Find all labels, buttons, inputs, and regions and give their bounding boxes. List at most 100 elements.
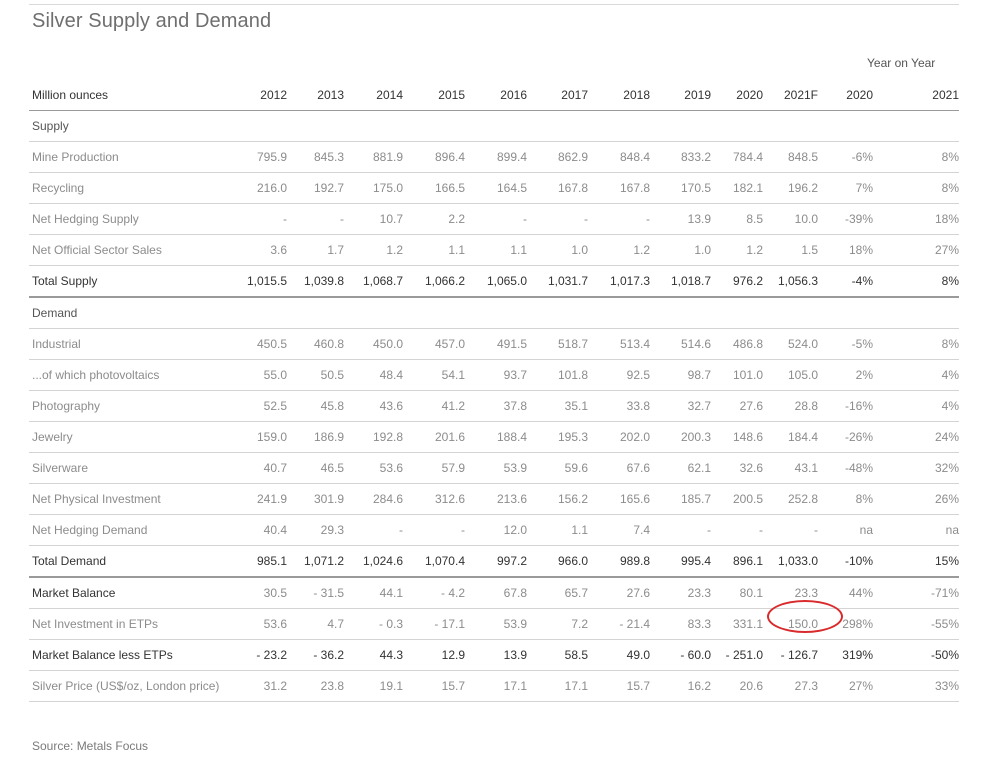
row-label: Net Investment in ETPs bbox=[29, 608, 235, 640]
table-row: Photography 52.5 45.8 43.6 41.2 37.8 35.1 33.8 3… bbox=[29, 390, 959, 422]
table-cell: 1,070.4 bbox=[403, 545, 465, 578]
table-cell: - 60.0 bbox=[650, 639, 711, 671]
table-cell: 200.3 bbox=[650, 421, 711, 453]
table-cell: 35.1 bbox=[527, 390, 588, 422]
table-cell: 92.5 bbox=[588, 359, 650, 391]
table-cell: 833.2 bbox=[650, 141, 711, 173]
table-cell: 1,039.8 bbox=[287, 265, 344, 298]
table-row: Net Hedging Supply - -10.7 2.2- - -13.9 8.5 10.… bbox=[29, 203, 959, 235]
table-cell: 26% bbox=[873, 483, 959, 515]
table-cell: 848.5 bbox=[763, 141, 818, 173]
table-cell bbox=[711, 110, 763, 142]
table-cell: 8.5 bbox=[711, 203, 763, 235]
table-cell: 1.2 bbox=[588, 234, 650, 266]
table-cell: -26% bbox=[818, 421, 873, 453]
table-cell: 184.4 bbox=[763, 421, 818, 453]
table-cell: 1.7 bbox=[287, 234, 344, 266]
table-cell: 216.0 bbox=[235, 172, 287, 204]
table-cell: 7.4 bbox=[588, 514, 650, 546]
table-cell: 167.8 bbox=[588, 172, 650, 204]
table-cell: 170.5 bbox=[650, 172, 711, 204]
highlight-circle bbox=[767, 600, 843, 633]
table-row: Mine Production 795.9 845.3 881.9 896.4 899.4… bbox=[29, 141, 959, 173]
table-cell: 15% bbox=[873, 545, 959, 578]
table-cell: 1,033.0 bbox=[763, 545, 818, 578]
table-cell: 518.7 bbox=[527, 328, 588, 360]
table-cell: 1,066.2 bbox=[403, 265, 465, 298]
table-cell: 241.9 bbox=[235, 483, 287, 515]
table-cell: 41.2 bbox=[403, 390, 465, 422]
table-cell: 8% bbox=[873, 328, 959, 360]
table-row: Net Physical Investment 241.9 301.9 284.6 31… bbox=[29, 483, 959, 515]
column-header: 2013 bbox=[287, 79, 344, 111]
table-row: Total Demand 985.1 1,071.2 1,024.6 1,070.4 99… bbox=[29, 545, 959, 578]
table-cell: -5% bbox=[818, 328, 873, 360]
table-cell bbox=[818, 110, 873, 142]
table-cell: 19.1 bbox=[344, 670, 403, 702]
table-cell: 1.0 bbox=[650, 234, 711, 266]
table-cell: 862.9 bbox=[527, 141, 588, 173]
table-cell: 148.6 bbox=[711, 421, 763, 453]
table-cell: 45.8 bbox=[287, 390, 344, 422]
table-cell: 10.0 bbox=[763, 203, 818, 235]
table-row: Market Balance 30.5- 31.5 44.1- 4.2 67.8 65.… bbox=[29, 576, 959, 609]
table-cell: - 23.2 bbox=[235, 639, 287, 671]
table-cell: - bbox=[235, 203, 287, 235]
table-cell: - 36.2 bbox=[287, 639, 344, 671]
table-cell: 192.8 bbox=[344, 421, 403, 453]
row-label: Market Balance less ETPs bbox=[29, 639, 235, 671]
table-cell: 32.7 bbox=[650, 390, 711, 422]
table-cell: 845.3 bbox=[287, 141, 344, 173]
table-cell: 175.0 bbox=[344, 172, 403, 204]
table-row: Demand bbox=[29, 297, 959, 329]
table-cell: 8% bbox=[873, 265, 959, 298]
table-figure: Silver Supply and Demand Year on Year Mi… bbox=[29, 4, 959, 757]
table-cell: 67.8 bbox=[465, 576, 527, 609]
table-cell bbox=[711, 297, 763, 329]
table-cell: - bbox=[711, 514, 763, 546]
table-cell bbox=[527, 110, 588, 142]
table-row: ...of which photovoltaics 55.0 50.5 48.4 54.… bbox=[29, 359, 959, 391]
table-cell: 62.1 bbox=[650, 452, 711, 484]
table-cell: 1,018.7 bbox=[650, 265, 711, 298]
table-cell bbox=[588, 297, 650, 329]
table-cell: 53.9 bbox=[465, 608, 527, 640]
table-cell: 67.6 bbox=[588, 452, 650, 484]
table-cell: -4% bbox=[818, 265, 873, 298]
table-cell: 10.7 bbox=[344, 203, 403, 235]
table-cell: -55% bbox=[873, 608, 959, 640]
table-cell: 989.8 bbox=[588, 545, 650, 578]
table-cell bbox=[588, 110, 650, 142]
table-cell: 83.3 bbox=[650, 608, 711, 640]
table-cell: 13.9 bbox=[650, 203, 711, 235]
table-cell: 27% bbox=[873, 234, 959, 266]
table-cell: 1,024.6 bbox=[344, 545, 403, 578]
table-cell: 40.7 bbox=[235, 452, 287, 484]
table-cell: 44.1 bbox=[344, 576, 403, 609]
table-cell: 513.4 bbox=[588, 328, 650, 360]
table-cell: 899.4 bbox=[465, 141, 527, 173]
table-cell: 24% bbox=[873, 421, 959, 453]
table-cell: 491.5 bbox=[465, 328, 527, 360]
table-cell: 27.3 bbox=[763, 670, 818, 702]
table-cell: - bbox=[763, 514, 818, 546]
table-cell: 58.5 bbox=[527, 639, 588, 671]
table-cell: - 126.7 bbox=[763, 639, 818, 671]
table-cell: 985.1 bbox=[235, 545, 287, 578]
column-header: 2014 bbox=[344, 79, 403, 111]
table-row: Industrial 450.5 460.8 450.0 457.0 491.5 518.7… bbox=[29, 328, 959, 360]
table-cell: 192.7 bbox=[287, 172, 344, 204]
table-cell: 457.0 bbox=[403, 328, 465, 360]
table-cell bbox=[763, 297, 818, 329]
table-cell: 8% bbox=[873, 141, 959, 173]
table-cell: 4% bbox=[873, 359, 959, 391]
table-cell: 331.1 bbox=[711, 608, 763, 640]
row-label: Net Hedging Demand bbox=[29, 514, 235, 546]
table-cell: -71% bbox=[873, 576, 959, 609]
table-cell bbox=[287, 110, 344, 142]
table-cell: 201.6 bbox=[403, 421, 465, 453]
table-cell: - 21.4 bbox=[588, 608, 650, 640]
table-row: Net Official Sector Sales 3.6 1.7 1.2 1.1 1.1… bbox=[29, 234, 959, 266]
table-cell: 156.2 bbox=[527, 483, 588, 515]
year-on-year-label: Year on Year bbox=[867, 56, 936, 70]
